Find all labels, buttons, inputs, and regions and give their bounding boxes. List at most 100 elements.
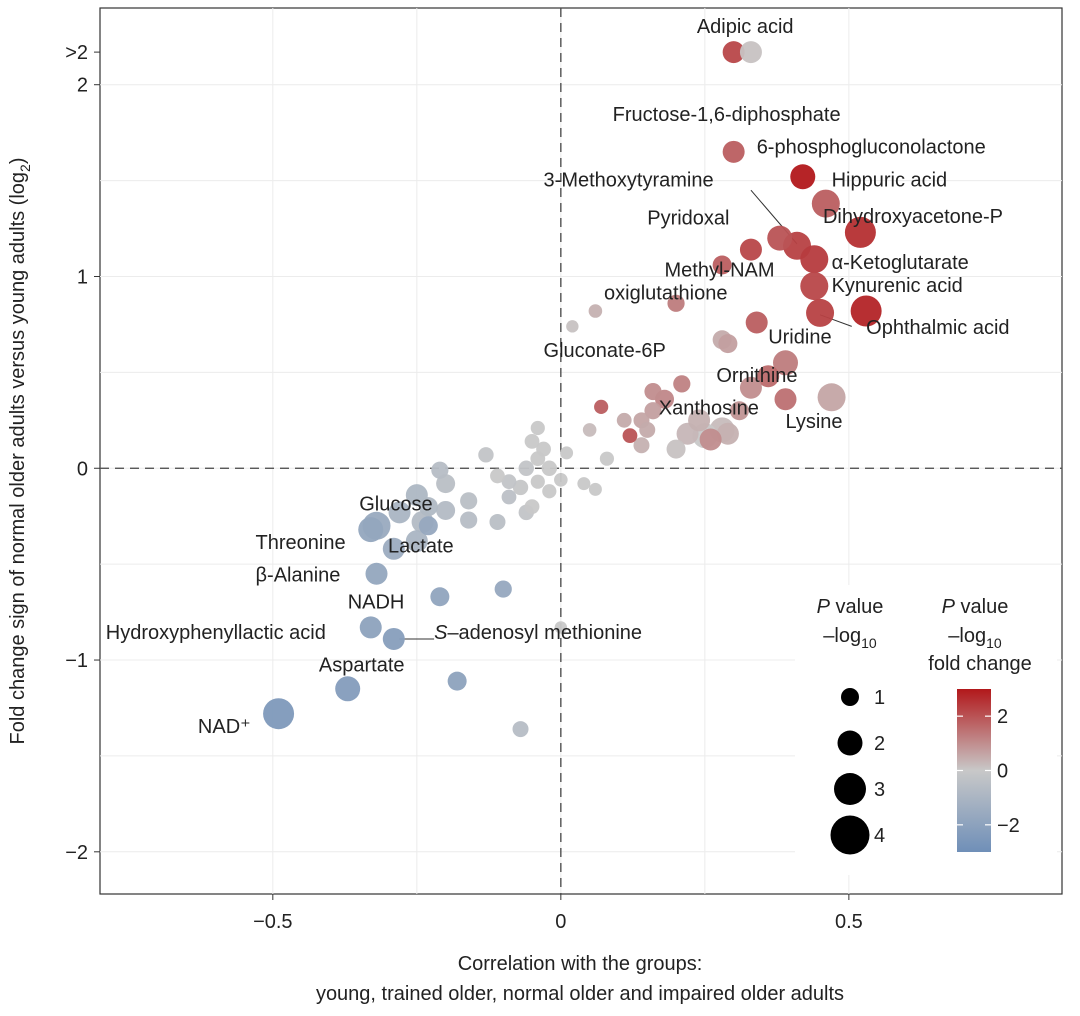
data-point <box>388 501 411 524</box>
point-label: 6-phosphogluconolactone <box>757 137 986 159</box>
size-legend-circle <box>841 688 859 706</box>
data-point <box>447 671 467 691</box>
size-legend-title-sub: 10 <box>861 635 877 651</box>
data-point <box>622 428 638 444</box>
data-point <box>490 468 505 484</box>
data-point <box>359 616 382 639</box>
y-axis-title-sub: 2 <box>17 164 33 172</box>
data-point <box>712 255 732 275</box>
size-legend-circle <box>837 730 863 756</box>
data-point <box>358 517 384 543</box>
data-point <box>501 474 517 490</box>
data-point <box>530 474 545 489</box>
x-tick-label: −0.5 <box>253 911 292 933</box>
point-label: Ophthalmic acid <box>866 317 1009 339</box>
point-label: Kynurenic acid <box>832 275 963 297</box>
point-label: Aspartate <box>319 655 405 677</box>
point-label: 3-Methoxytyramine <box>544 169 714 191</box>
data-point <box>460 511 478 529</box>
data-point <box>699 428 722 451</box>
size-legend-title-line1: P value <box>817 596 884 618</box>
size-legend-title-rest: value <box>830 596 883 618</box>
y-axis-title: Fold change sign of normal older adults … <box>7 157 33 744</box>
color-legend-title-rest: value <box>955 596 1008 618</box>
size-legend-label: 1 <box>874 687 885 709</box>
data-point <box>263 698 295 730</box>
data-point <box>431 461 449 479</box>
point-label: Methyl-NAM <box>665 259 775 281</box>
data-point <box>739 238 762 261</box>
data-point <box>722 41 745 64</box>
data-point <box>599 451 615 466</box>
point-label: Uridine <box>768 327 831 349</box>
data-point <box>489 513 506 530</box>
data-point <box>800 245 829 274</box>
point-label: Lactate <box>388 536 454 558</box>
color-tick-label: 0 <box>997 761 1008 783</box>
data-point <box>530 420 545 436</box>
x-axis-title-line1: Correlation with the groups: <box>458 953 703 975</box>
data-point <box>594 399 609 414</box>
data-point <box>541 460 558 476</box>
data-point <box>501 489 517 505</box>
data-point <box>560 446 574 460</box>
color-tick-label: 2 <box>997 706 1008 728</box>
data-point <box>588 482 602 496</box>
data-point <box>518 460 534 476</box>
data-point <box>382 537 405 560</box>
y-tick-label: >2 <box>65 42 88 64</box>
data-point <box>478 447 494 463</box>
data-point <box>554 621 568 634</box>
data-point <box>739 41 762 64</box>
size-legend-label: 4 <box>874 825 885 847</box>
point-label: Gluconate-6P <box>544 340 666 362</box>
point-label: NAD⁺ <box>198 716 251 738</box>
data-point <box>554 472 568 487</box>
data-point <box>666 439 686 459</box>
data-point <box>817 383 846 412</box>
x-axis-ticks: −0.5 0 0.5 <box>253 894 863 933</box>
data-point <box>811 189 840 218</box>
data-point <box>542 484 557 499</box>
y-tick-label: 2 <box>77 75 88 97</box>
point-label: Fructose-1,6-diphosphate <box>613 104 841 126</box>
data-point <box>774 388 797 411</box>
y-axis-title-main: Fold change sign of normal older adults … <box>7 172 29 745</box>
point-label: Hydroxyphenyllactic acid <box>106 622 326 644</box>
data-point <box>512 479 529 496</box>
data-point <box>644 382 662 401</box>
data-points <box>263 41 882 738</box>
data-point <box>418 497 438 517</box>
data-point <box>582 423 597 437</box>
data-point <box>767 225 793 251</box>
y-tick-label: 0 <box>77 458 88 480</box>
point-label: NADH <box>348 591 405 613</box>
y-tick-label: −1 <box>65 650 88 672</box>
point-label: α-Ketoglutarate <box>832 252 969 274</box>
size-legend-entries: 1 2 3 4 <box>830 687 885 855</box>
data-point <box>536 441 551 457</box>
data-point <box>524 434 540 449</box>
size-legend-label: 2 <box>874 733 885 755</box>
point-label: Dihydroxyacetone-P <box>823 206 1003 228</box>
size-legend-title-line2: –log10 <box>823 625 877 651</box>
data-point <box>850 295 882 327</box>
data-point <box>639 421 656 438</box>
point-label: Threonine <box>256 532 346 554</box>
point-label: β-Alanine <box>256 564 341 586</box>
color-legend-title-line3: fold change <box>928 653 1031 675</box>
data-point <box>382 627 405 650</box>
data-point <box>588 304 603 318</box>
data-point <box>436 474 456 494</box>
color-legend-title-p: P <box>942 596 956 618</box>
data-point <box>667 294 685 312</box>
data-point <box>460 492 478 510</box>
y-tick-label: 1 <box>77 266 88 288</box>
size-legend-title-p: P <box>817 596 831 618</box>
point-label: S–adenosyl methionine <box>434 622 642 644</box>
data-point <box>718 334 738 354</box>
data-point <box>745 311 768 334</box>
data-point <box>512 721 529 738</box>
